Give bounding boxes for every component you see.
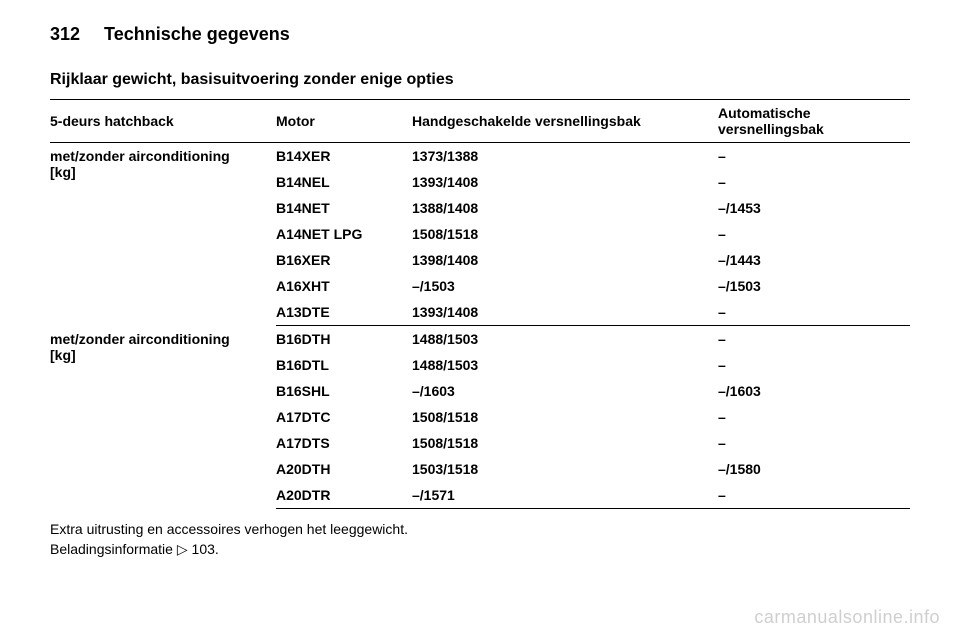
section-title: Rijklaar gewicht, basisuitvoering zonder… — [50, 71, 910, 89]
group-label-line2: [kg] — [50, 164, 270, 180]
cell-engine: B16DTH — [276, 326, 412, 353]
footnote-text: Beladingsinformatie — [50, 541, 177, 557]
cell-auto: – — [718, 299, 910, 326]
col-manual: Handgeschakelde versnellingsbak — [412, 100, 718, 143]
footnotes: Extra uitrusting en accessoires verhogen… — [50, 521, 910, 558]
cell-manual: 1508/1518 — [412, 430, 718, 456]
cell-auto: –/1603 — [718, 378, 910, 404]
cell-engine: B16SHL — [276, 378, 412, 404]
cell-auto: – — [718, 430, 910, 456]
cell-manual: 1488/1503 — [412, 352, 718, 378]
table-row: met/zonder airconditioning [kg] B14XER 1… — [50, 143, 910, 170]
cell-engine: B14XER — [276, 143, 412, 170]
cell-engine: B16DTL — [276, 352, 412, 378]
table-row: met/zonder airconditioning [kg] B16DTH 1… — [50, 326, 910, 353]
cell-auto: –/1443 — [718, 247, 910, 273]
cell-manual: 1388/1408 — [412, 195, 718, 221]
cell-engine: B14NEL — [276, 169, 412, 195]
group-label-line2: [kg] — [50, 347, 270, 363]
cell-manual: 1393/1408 — [412, 299, 718, 326]
cell-manual: 1503/1518 — [412, 456, 718, 482]
watermark: carmanualsonline.info — [754, 607, 940, 628]
table-header-row: 5-deurs hatchback Motor Handgeschakelde … — [50, 100, 910, 143]
footnote-line: Extra uitrusting en accessoires verhogen… — [50, 521, 910, 537]
col-automatic: Automatische versnellingsbak — [718, 100, 910, 143]
cell-engine: B16XER — [276, 247, 412, 273]
group-label: met/zonder airconditioning [kg] — [50, 326, 276, 509]
cell-auto: – — [718, 482, 910, 509]
page-header: 312 Technische gegevens — [50, 24, 910, 45]
footnote-ref: 103. — [192, 541, 219, 557]
cell-engine: A16XHT — [276, 273, 412, 299]
cell-auto: – — [718, 143, 910, 170]
group-label: met/zonder airconditioning [kg] — [50, 143, 276, 326]
cell-auto: – — [718, 169, 910, 195]
cell-auto: – — [718, 404, 910, 430]
cell-auto: –/1453 — [718, 195, 910, 221]
cell-engine: A20DTH — [276, 456, 412, 482]
manual-page: 312 Technische gegevens Rijklaar gewicht… — [0, 0, 960, 558]
cell-auto: – — [718, 352, 910, 378]
cell-engine: A20DTR — [276, 482, 412, 509]
cell-manual: 1373/1388 — [412, 143, 718, 170]
cell-manual: 1393/1408 — [412, 169, 718, 195]
cell-engine: B14NET — [276, 195, 412, 221]
cell-engine: A17DTS — [276, 430, 412, 456]
cell-auto: – — [718, 221, 910, 247]
cell-manual: 1488/1503 — [412, 326, 718, 353]
col-engine: Motor — [276, 100, 412, 143]
cell-auto: –/1580 — [718, 456, 910, 482]
cell-manual: –/1571 — [412, 482, 718, 509]
cell-engine: A14NET LPG — [276, 221, 412, 247]
page-number: 312 — [50, 24, 80, 45]
cell-auto: –/1503 — [718, 273, 910, 299]
cell-manual: –/1503 — [412, 273, 718, 299]
reference-arrow-icon: ▷ — [177, 541, 188, 558]
group-label-line1: met/zonder airconditioning — [50, 331, 270, 347]
cell-manual: –/1603 — [412, 378, 718, 404]
cell-manual: 1508/1518 — [412, 404, 718, 430]
footnote-line: Beladingsinformatie ▷ 103. — [50, 541, 910, 558]
cell-engine: A13DTE — [276, 299, 412, 326]
cell-manual: 1508/1518 — [412, 221, 718, 247]
cell-engine: A17DTC — [276, 404, 412, 430]
weight-table: 5-deurs hatchback Motor Handgeschakelde … — [50, 99, 910, 509]
col-vehicle: 5-deurs hatchback — [50, 100, 276, 143]
cell-manual: 1398/1408 — [412, 247, 718, 273]
cell-auto: – — [718, 326, 910, 353]
chapter-title: Technische gegevens — [104, 24, 290, 45]
group-label-line1: met/zonder airconditioning — [50, 148, 270, 164]
